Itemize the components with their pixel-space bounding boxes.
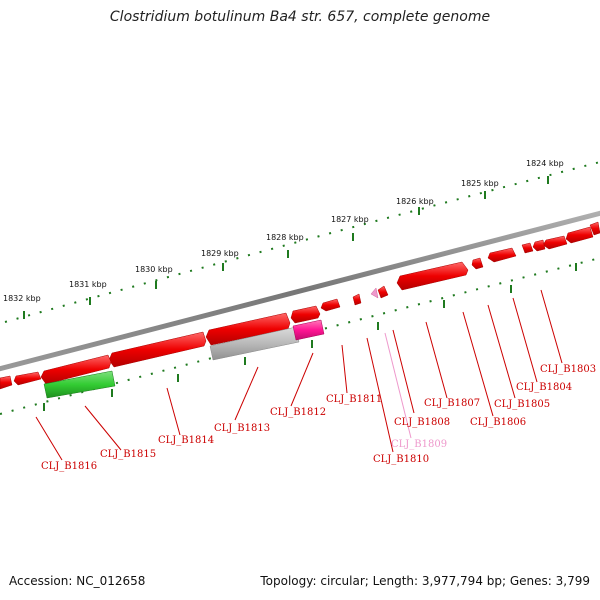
gene-label[interactable]: CLJ_B1812 <box>270 407 326 418</box>
gene-arrow[interactable] <box>471 257 484 270</box>
inner-major-ticks <box>43 263 577 411</box>
gene-label[interactable]: CLJ_B1811 <box>326 394 382 405</box>
scale-label: 1827 kbp <box>331 215 369 224</box>
gene-arrow[interactable] <box>542 235 568 250</box>
leader-line <box>84 405 122 451</box>
scale-label: 1831 kbp <box>69 280 107 289</box>
gene-arrow[interactable] <box>532 239 546 252</box>
gene-label[interactable]: CLJ_B1804 <box>516 382 572 393</box>
gene-arrow[interactable] <box>396 261 469 291</box>
leader-line <box>35 416 63 461</box>
scale-labels: 1824 kbp 1825 kbp 1826 kbp 1827 kbp 1828… <box>3 159 564 303</box>
gene-arrow[interactable] <box>0 375 13 390</box>
gene-arrow[interactable] <box>377 285 389 299</box>
gene-arrow[interactable] <box>40 354 112 385</box>
gene-label[interactable]: CLJ_B1810 <box>373 454 429 465</box>
reverse-genes <box>43 319 325 399</box>
outer-scale-arc <box>4 161 600 323</box>
gene-arrow[interactable] <box>290 305 321 324</box>
gene-label[interactable]: CLJ_B1806 <box>470 417 526 428</box>
gene-label[interactable]: CLJ_B1805 <box>494 399 550 410</box>
scale-label: 1824 kbp <box>526 159 564 168</box>
genome-info-text: Topology: circular; Length: 3,977,794 bp… <box>260 574 590 588</box>
leader-line <box>166 387 181 436</box>
scale-label: 1832 kbp <box>3 294 41 303</box>
scale-label: 1830 kbp <box>135 265 173 274</box>
leader-line <box>487 304 516 399</box>
leader-line <box>392 329 415 414</box>
leader-line <box>341 344 348 394</box>
leader-line <box>425 321 448 399</box>
scale-label: 1829 kbp <box>201 249 239 258</box>
genome-backbone <box>0 210 600 372</box>
leader-line <box>290 352 314 407</box>
leader-line <box>462 311 494 417</box>
gene-arrow[interactable] <box>13 371 42 386</box>
leader-line <box>512 297 538 383</box>
gene-label[interactable]: CLJ_B1814 <box>158 435 214 446</box>
forward-genes <box>0 221 600 390</box>
outer-scale <box>4 161 600 323</box>
gene-label[interactable]: CLJ_B1809 <box>391 439 447 450</box>
gene-label[interactable]: CLJ_B1815 <box>100 449 156 460</box>
gene-block-magenta[interactable] <box>292 319 325 341</box>
accession-text: Accession: NC_012658 <box>9 574 146 588</box>
gene-label[interactable]: CLJ_B1813 <box>214 423 270 434</box>
gene-arrow[interactable] <box>352 293 362 306</box>
leader-line <box>234 366 259 421</box>
leader-line <box>540 289 563 364</box>
scale-label: 1825 kbp <box>461 179 499 188</box>
gene-label[interactable]: CLJ_B1808 <box>394 417 450 428</box>
gene-block-green[interactable] <box>43 370 116 399</box>
leader-line <box>366 337 394 453</box>
gene-label[interactable]: CLJ_B1803 <box>540 364 596 375</box>
gene-arrow[interactable] <box>370 287 379 299</box>
gene-block-gray[interactable] <box>209 326 300 361</box>
gene-arrow[interactable] <box>565 226 594 244</box>
leader-line <box>384 332 412 439</box>
gene-labels: CLJ_B1803 CLJ_B1804 CLJ_B1805 CLJ_B1806 … <box>41 364 596 472</box>
leader-lines <box>35 289 563 461</box>
outer-major-ticks <box>23 176 549 319</box>
gene-arrow[interactable] <box>487 247 517 263</box>
gene-arrow[interactable] <box>589 221 600 236</box>
gene-arrow[interactable] <box>521 242 534 254</box>
gene-label[interactable]: CLJ_B1816 <box>41 461 97 472</box>
map-title: Clostridium botulinum Ba4 str. 657, comp… <box>109 9 491 25</box>
scale-label: 1826 kbp <box>396 197 434 206</box>
gene-arrow[interactable] <box>320 298 341 312</box>
scale-label: 1828 kbp <box>266 233 304 242</box>
gene-label[interactable]: CLJ_B1807 <box>424 398 480 409</box>
